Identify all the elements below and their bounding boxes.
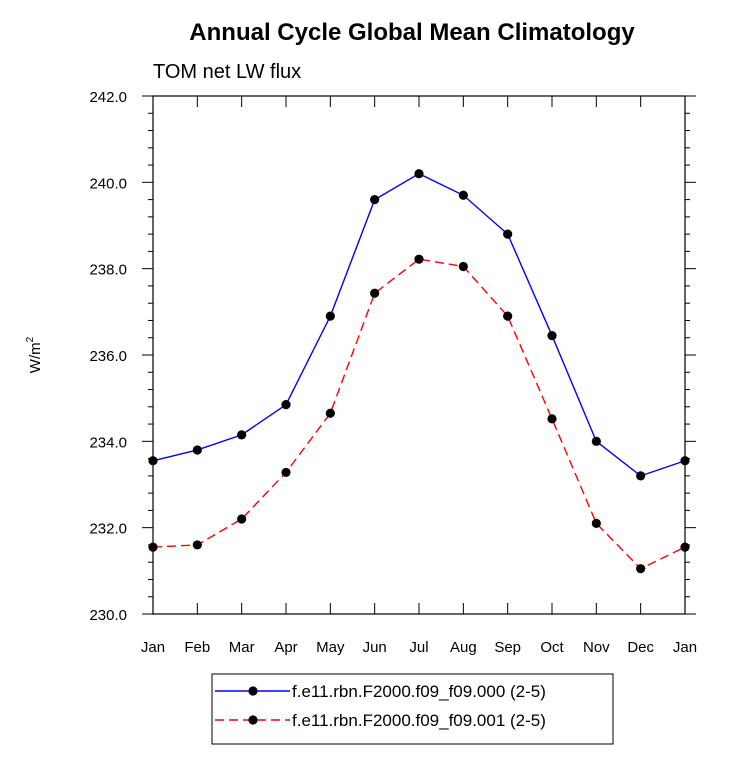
legend-marker-1 [248,715,258,725]
x-tick-label: Jul [409,639,428,656]
data-point [636,471,646,481]
x-tick-label: Nov [583,639,610,656]
y-tick-label: 234.0 [89,434,127,451]
data-point [325,311,335,321]
x-tick-label: Dec [627,639,654,656]
x-tick-label: Jan [141,639,165,656]
legend-box [211,673,614,745]
x-tick-label: Jan [673,639,697,656]
data-point [503,311,513,321]
data-point [591,518,601,528]
x-tick-label: Aug [450,639,477,656]
y-tick-label: 242.0 [89,89,127,106]
data-point [414,254,424,264]
data-point [281,400,291,410]
legend-marker-0 [248,686,258,696]
x-tick-label: Sep [494,639,521,656]
x-tick-label: Mar [229,639,255,656]
data-point [414,169,424,179]
y-tick-label: 230.0 [89,607,127,624]
data-point [591,436,601,446]
data-point [237,430,247,440]
y-tick-label: 240.0 [89,175,127,192]
plot-frame [152,95,686,615]
data-point [370,288,380,298]
series-line-1 [152,258,686,570]
data-series [148,169,690,574]
x-tick-label: Jun [363,639,387,656]
data-point [458,261,468,272]
data-point [636,564,646,574]
legend-label-0: f.e11.rbn.F2000.f09_f09.000 (2-5) [292,682,546,701]
data-point [281,467,291,478]
data-point [192,540,202,550]
y-axis-label-superscript: 2 [25,336,36,342]
x-tick-label: Oct [540,639,564,656]
legend-label-1: f.e11.rbn.F2000.f09_f09.001 (2-5) [292,711,546,730]
data-point [547,414,557,424]
series-line-0 [152,172,686,477]
legend-items: f.e11.rbn.F2000.f09_f09.000 (2-5) f.e11.r… [215,682,546,730]
tick-labels: Jan Feb Mar Apr May Jun Jul Aug Sep Oct Nov Dec Jan 2… [89,89,697,656]
data-point [237,514,247,524]
y-tick-label: 236.0 [89,348,127,365]
x-tick-label: May [316,639,345,656]
data-point [458,190,468,200]
x-tick-label: Apr [274,639,297,656]
data-point [547,330,557,341]
y-axis-label: W/m2 [25,336,44,373]
axis-ticks [142,95,696,615]
y-axis-label-text: W/m [27,342,44,373]
data-point [503,229,513,239]
y-tick-label: 238.0 [89,262,127,279]
chart-subtitle: TOM net LW flux [153,61,301,83]
data-point [192,445,202,455]
data-point [325,408,335,418]
x-tick-label: Feb [184,639,210,656]
legend: f.e11.rbn.F2000.f09_f09.000 (2-5) f.e11.r… [211,673,614,745]
data-point [370,195,380,205]
y-tick-label: 232.0 [89,521,127,538]
chart-title: Annual Cycle Global Mean Climatology [189,19,635,46]
